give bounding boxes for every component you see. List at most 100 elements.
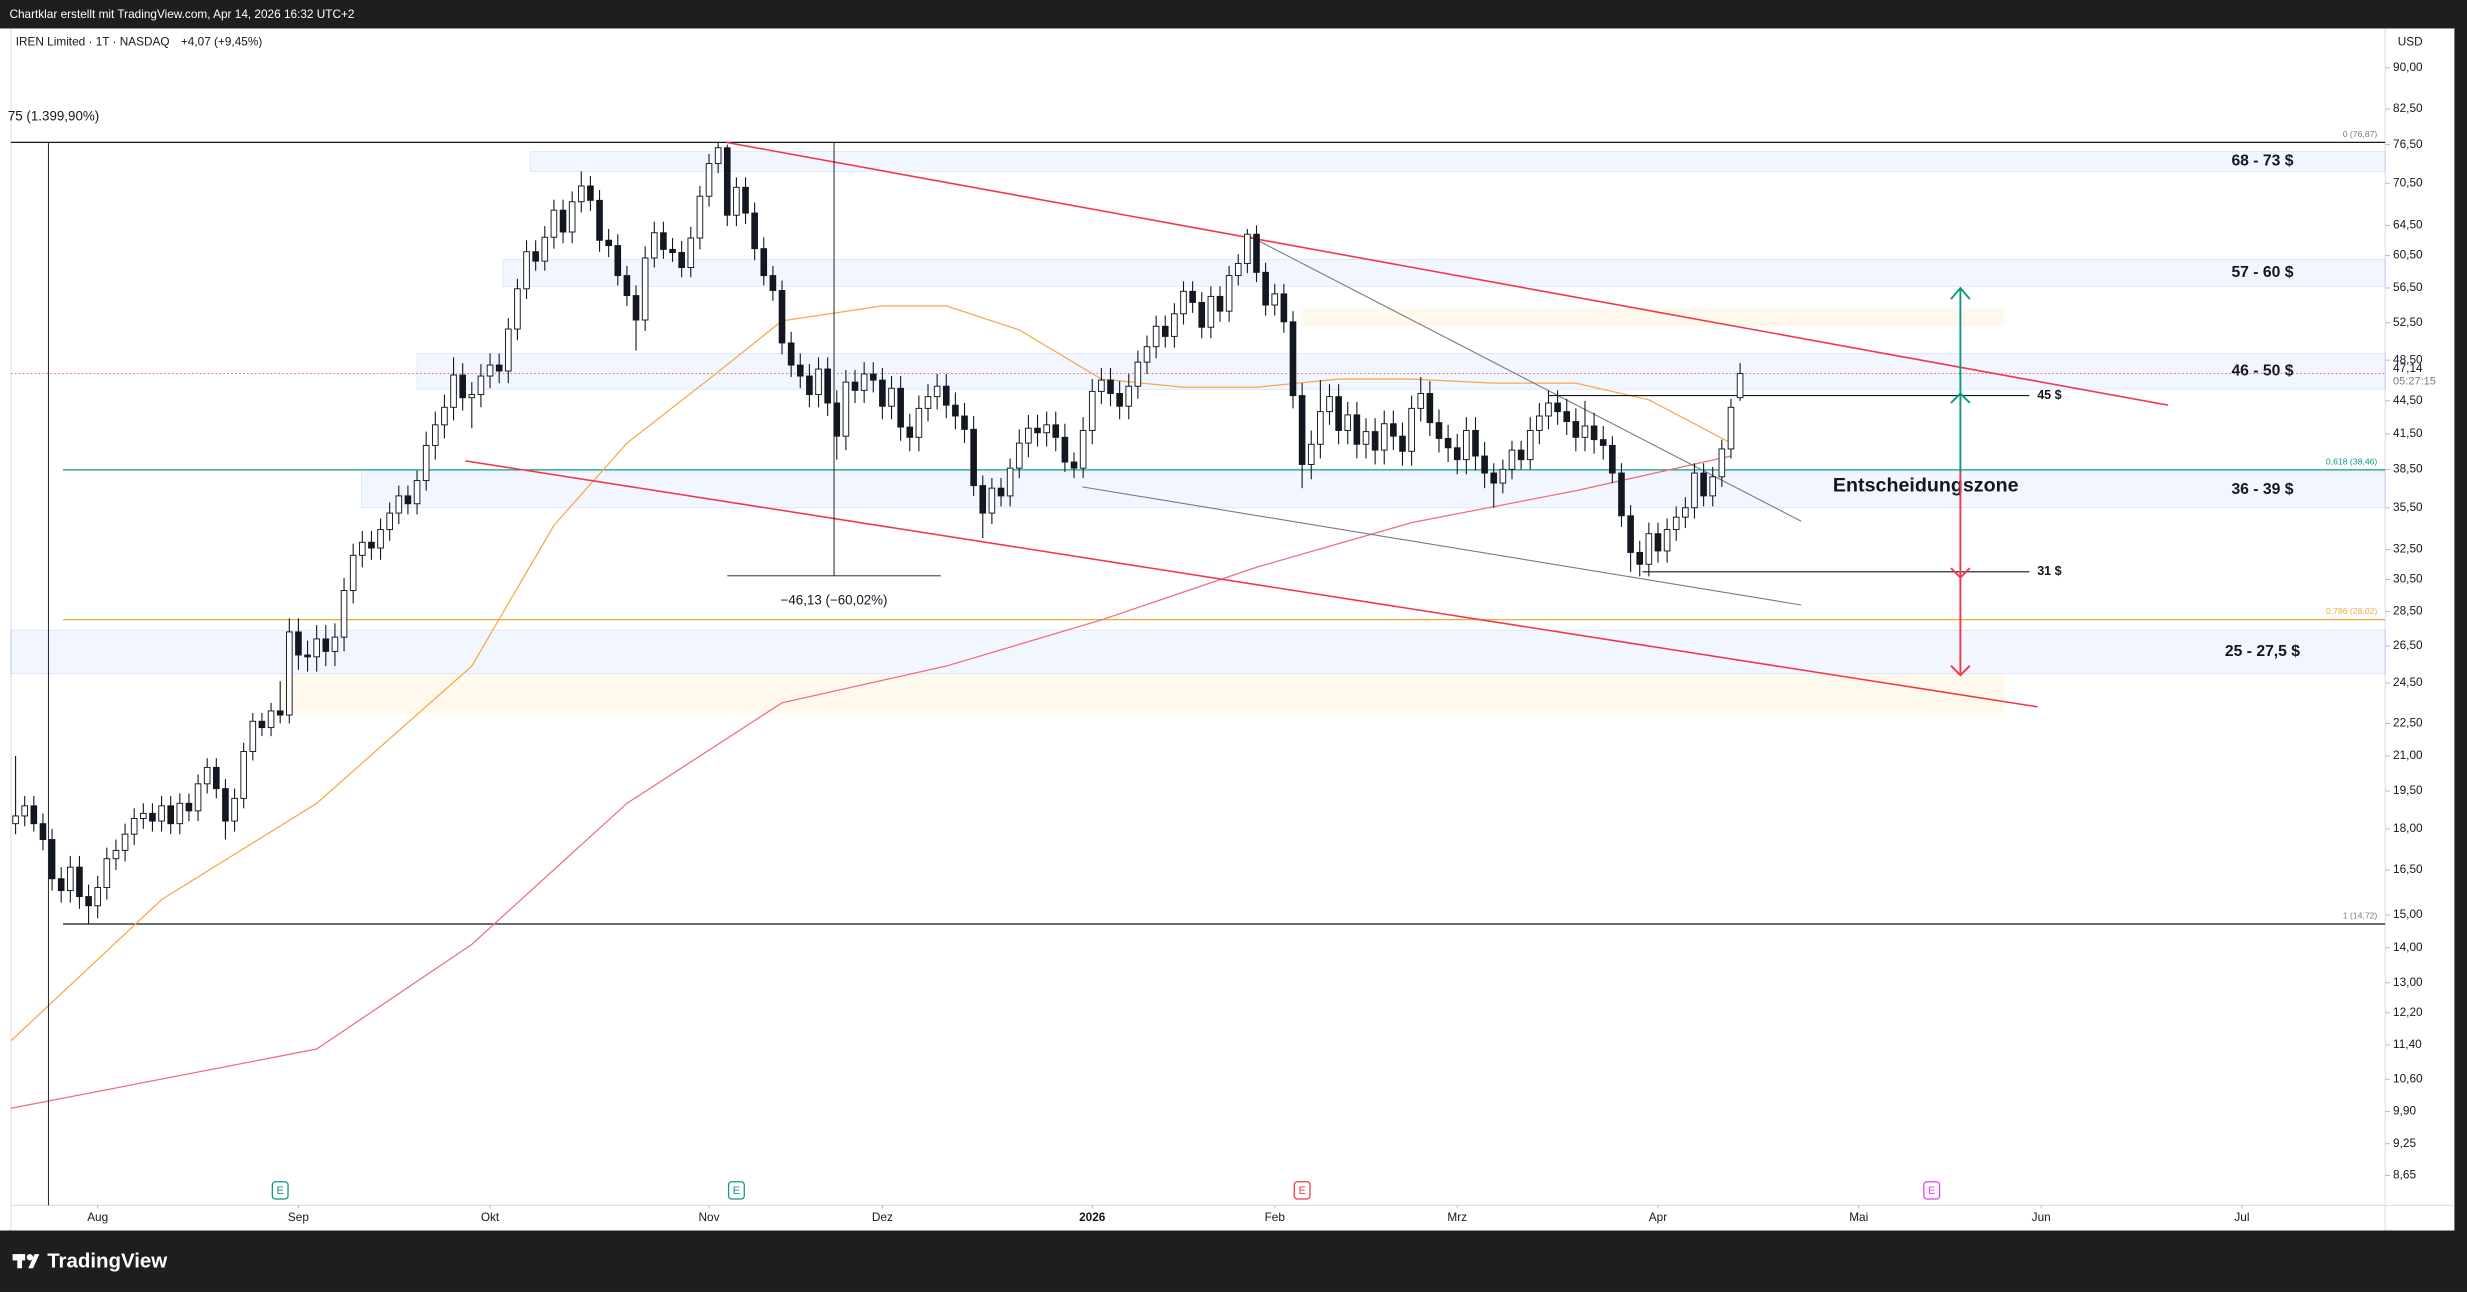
candle-body [67,866,74,892]
candle-body [130,818,138,835]
candle-body [596,199,603,241]
candle-body [504,328,512,372]
candle-body [1545,402,1552,417]
candle-body [194,783,202,812]
candle-body [386,512,393,531]
candle-body [1025,427,1032,444]
candle-body [57,878,65,892]
candle-body [577,185,585,203]
candle-body [431,424,439,446]
candle-body [1444,437,1452,449]
zone-label: 68 - 73 $ [2231,153,2293,170]
candle-body [276,710,284,716]
candle-body [1307,443,1315,465]
candle-body [1718,448,1726,478]
candle-body [614,245,622,277]
candle-body [669,248,676,253]
support-zone [529,151,2386,172]
fib-label: 1 (14,72) [2343,910,2378,920]
candle-body [1399,435,1406,452]
currency: USD [2398,35,2423,49]
candle-body [1262,271,1269,306]
candle-body [222,788,229,822]
earnings-marker [271,1181,289,1200]
candle-body [258,720,266,729]
candle-body [1554,402,1561,413]
candle-body [295,631,302,656]
y-tick-label: 24,50 [2393,675,2423,689]
candle-body [1645,533,1653,565]
x-tick-label: Aug [87,1210,108,1224]
fib-label: 0 (76,87) [2343,129,2378,139]
chart-title: IREN Limited · 1T · NASDAQ [16,35,170,49]
countdown: 05:27:15 [2393,375,2436,387]
candle-body [751,212,758,250]
trendline [1082,486,1802,606]
candle-body [140,812,147,819]
candle-body [1371,431,1379,451]
y-tick-label: 56,50 [2393,280,2423,294]
price-line-label: 45 $ [2037,388,2061,402]
candle-body [523,251,530,290]
moving-average [10,305,1732,1042]
candle-body [304,654,311,658]
candle-body [879,379,886,407]
candle-body [1207,295,1215,328]
x-tick-label: Dez [872,1210,893,1224]
candle-body [550,209,558,238]
y-tick-label: 52,50 [2393,315,2423,329]
candle-body [869,373,877,381]
candle-body [678,252,685,268]
candle-body [714,147,722,165]
candle-body [1581,425,1589,438]
earnings-label: E [1928,1185,1935,1197]
candle-body [1417,393,1425,409]
candle-body [1390,423,1397,437]
candle-body [796,364,804,377]
y-tick-label: 48,50 [2393,352,2423,366]
candle-body [632,295,640,321]
candle-body [1627,515,1634,553]
candle-body [213,766,220,790]
candle-body [340,590,348,638]
candle-body [623,275,631,297]
candle-body [1490,472,1498,484]
chart-panel [0,28,2455,1231]
candle-body [559,209,567,233]
candle-body [988,487,996,514]
candle-body [888,387,895,407]
y-tick-label: 21,00 [2393,748,2423,762]
candle-body [915,407,923,438]
candle-body [368,541,375,549]
candle-body [933,385,941,398]
candle-body [1116,393,1123,407]
zone-label: 57 - 60 $ [2231,264,2293,281]
earnings-label: E [277,1185,284,1197]
y-tick-label: 19,50 [2393,783,2423,797]
candle-body [1098,379,1105,392]
candle-body [568,201,576,233]
y-tick-label: 82,50 [2393,101,2423,115]
candle-body [1152,325,1160,348]
candle-body [103,858,111,889]
support-zone [10,629,2386,674]
candle-body [1682,507,1689,518]
candle-body [924,396,932,409]
candle-body [1180,290,1187,315]
candle-body [158,805,165,822]
candle-body [12,815,19,825]
candle-body [1079,430,1087,469]
x-tick-label: Jul [2234,1210,2249,1224]
candle-body [842,381,850,437]
fib-label: 0,618 (38,46) [2326,456,2378,466]
candle-body [331,636,339,652]
candle-body [450,374,457,408]
shaded-zone [280,673,2005,713]
candle-body [952,404,959,417]
candle-body [404,495,412,505]
candle-body [769,275,777,291]
zone-label: 36 - 39 $ [2231,481,2293,498]
candle-body [203,766,211,785]
candle-body [1618,472,1625,517]
